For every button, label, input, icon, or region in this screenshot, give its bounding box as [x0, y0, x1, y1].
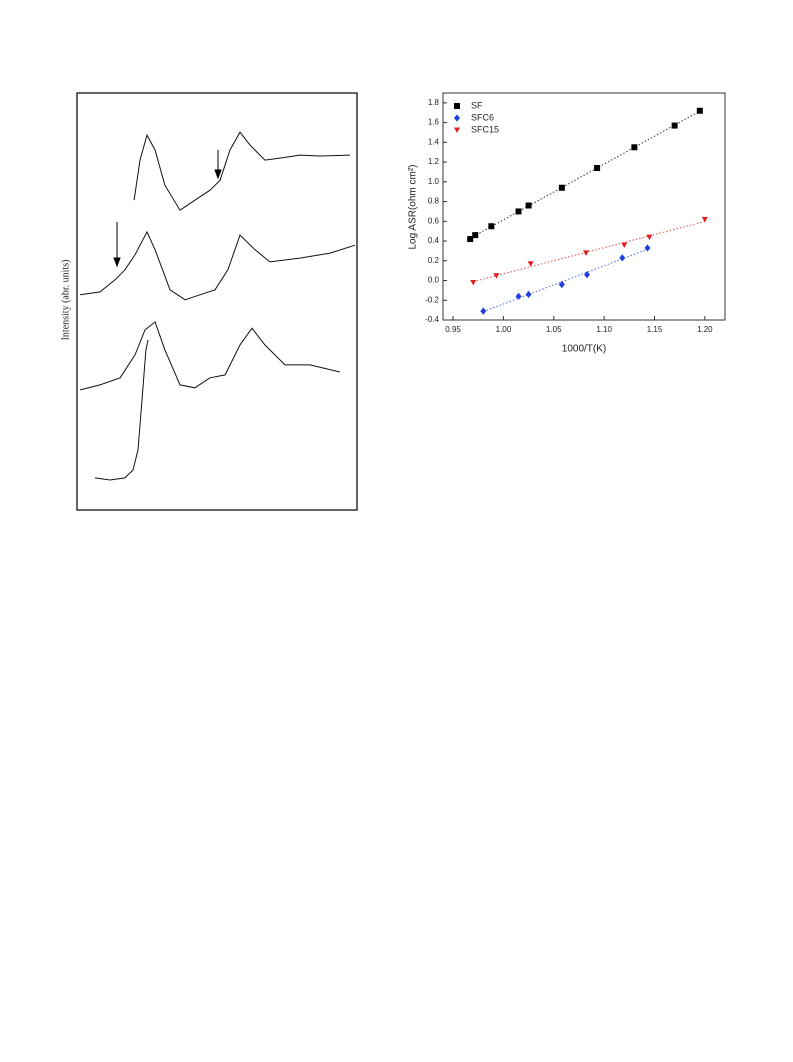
y-tick-label: 1.4	[428, 137, 440, 146]
data-point	[696, 107, 703, 114]
y-tick-label: 1.6	[428, 118, 440, 127]
x-tick-label: 1.05	[546, 325, 562, 334]
data-point	[583, 250, 590, 256]
legend-label: SFC15	[471, 124, 499, 134]
x-axis-label: 1000/T(K)	[562, 344, 606, 355]
y-axis-label: Log ASR(ohm cm²)	[408, 164, 419, 249]
y-tick-label: -0.2	[425, 295, 439, 304]
fit-line	[483, 248, 648, 313]
y-tick-label: 1.2	[428, 157, 440, 166]
data-point	[515, 208, 522, 215]
data-point	[525, 290, 532, 298]
y-tick-label: 0.2	[428, 256, 440, 265]
data-point	[558, 280, 565, 289]
x-tick-label: 1.10	[596, 325, 612, 334]
fit-line	[473, 220, 705, 283]
data-point	[527, 261, 534, 267]
legend-marker	[454, 103, 460, 109]
spectrum-line	[79, 321, 341, 391]
data-point	[646, 234, 653, 241]
y-tick-label: 0.8	[428, 197, 440, 206]
y-tick-label: -0.4	[425, 315, 439, 324]
data-point	[493, 273, 500, 279]
data-point	[701, 216, 708, 223]
arrow-head	[113, 257, 121, 268]
y-tick-label: 0.0	[428, 276, 440, 285]
y-axis-label: Intensity (abr. units)	[60, 260, 71, 341]
spectrum-line	[133, 131, 351, 211]
data-point	[515, 292, 522, 300]
data-point	[467, 236, 474, 243]
data-point	[594, 165, 601, 172]
data-point	[619, 254, 626, 262]
data-point	[644, 244, 651, 252]
data-point	[472, 232, 479, 239]
legend-label: SFC6	[471, 112, 494, 122]
fit-line	[469, 110, 701, 239]
y-tick-label: 1.8	[428, 98, 440, 107]
spectrum-line	[94, 339, 149, 481]
data-point	[671, 122, 678, 129]
x-tick-label: 1.00	[496, 325, 512, 334]
arrows	[113, 150, 222, 268]
y-tick-label: 1.0	[428, 177, 440, 186]
data-point	[621, 242, 628, 248]
data-point	[558, 184, 565, 191]
spectrum-line	[80, 230, 356, 301]
data-point	[631, 144, 638, 151]
y-tick-label: 0.4	[428, 236, 440, 245]
data-point	[488, 223, 495, 230]
x-tick-label: 1.15	[647, 325, 663, 334]
data-point	[525, 202, 532, 209]
legend-label: SF	[471, 100, 483, 110]
y-tick-label: 0.6	[428, 216, 440, 225]
legend-marker	[454, 127, 460, 133]
legend-marker	[454, 114, 460, 122]
x-tick-label: 0.95	[445, 325, 461, 334]
x-tick-label: 1.20	[697, 325, 713, 334]
data-point	[470, 279, 477, 286]
data-point	[584, 271, 591, 279]
arrow-head	[214, 169, 222, 180]
left-plot-frame	[76, 92, 358, 511]
right-plot-frame	[442, 92, 726, 321]
data-point	[480, 307, 487, 315]
